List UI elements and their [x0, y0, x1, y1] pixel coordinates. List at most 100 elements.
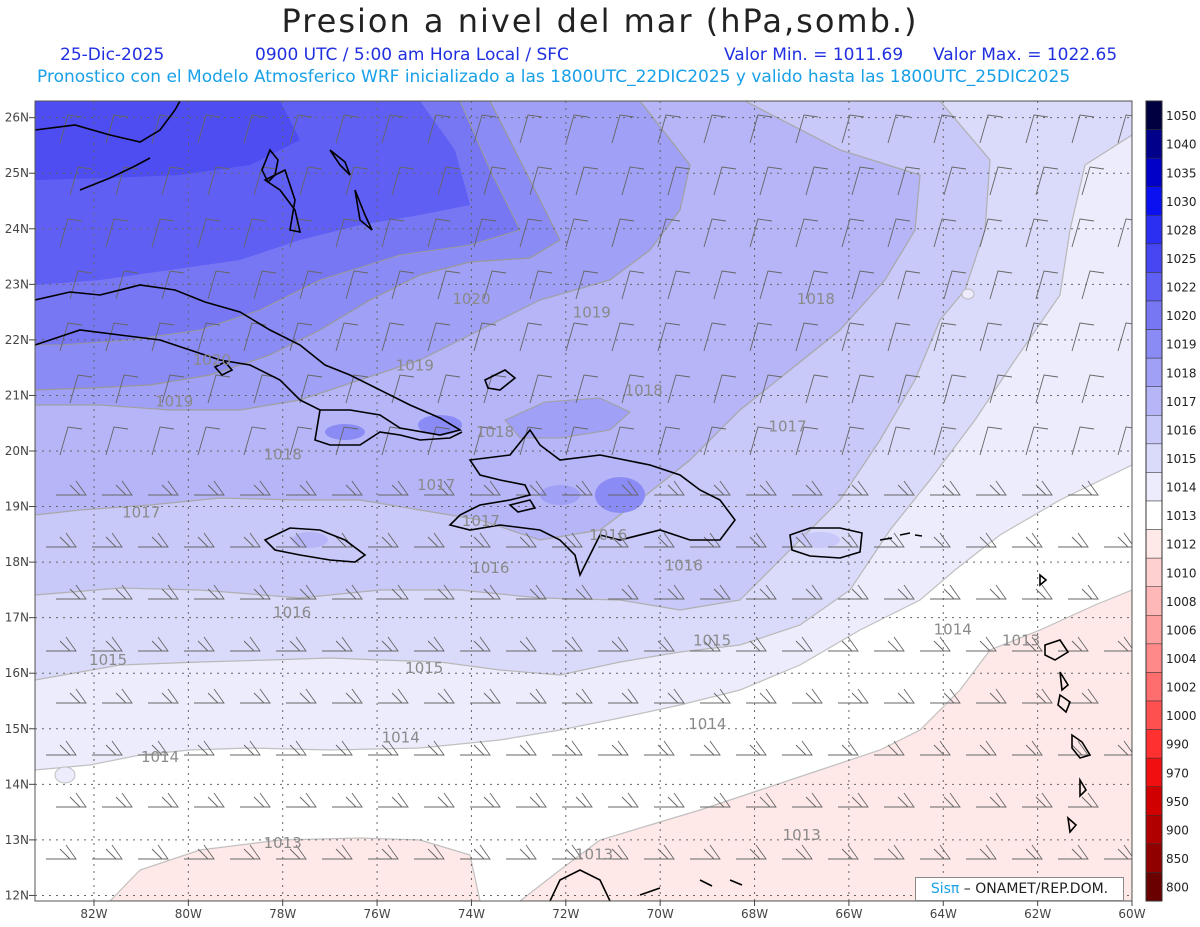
wind-barb — [529, 166, 553, 196]
florida-keys — [79, 157, 151, 191]
wind-barb — [930, 792, 961, 808]
lon-label: 66W — [835, 907, 862, 921]
lat-label: 23N — [5, 277, 29, 291]
lat-label: 22N — [5, 333, 29, 347]
wind-barb — [46, 740, 77, 756]
colorbar-swatch — [1145, 643, 1163, 673]
wind-barb — [240, 584, 271, 600]
wind-barb — [749, 322, 773, 352]
contour-label: 1020 — [193, 351, 231, 369]
martinique — [1057, 693, 1071, 714]
wind-barb — [230, 532, 261, 548]
florida-coast — [35, 101, 181, 143]
wind-barb — [792, 792, 823, 808]
wind-barb — [621, 374, 645, 404]
wind-barb — [115, 374, 139, 404]
colorbar-label: 990 — [1166, 738, 1189, 752]
wind-barb — [933, 218, 957, 248]
wind-barb — [575, 270, 599, 300]
contour-label: 1017 — [122, 504, 160, 522]
colorbar-swatch — [1145, 786, 1163, 816]
wind-barb — [105, 322, 129, 352]
wind-barb — [470, 584, 501, 600]
wind-barb — [332, 584, 363, 600]
forecast-subtitle: Pronostico con el Modelo Atmosferico WRF… — [37, 67, 1071, 87]
wind-barb — [562, 792, 593, 808]
pressure-shading — [35, 101, 1132, 901]
wind-barb — [884, 584, 915, 600]
wind-barb — [795, 114, 819, 144]
colorbar-swatch — [1145, 186, 1163, 216]
wind-barb — [598, 844, 629, 860]
lat-label: 26N — [5, 111, 29, 125]
wind-barb — [703, 322, 727, 352]
colorbar-label: 1040 — [1166, 138, 1197, 152]
gonave — [508, 499, 537, 513]
wind-barb — [976, 792, 1007, 808]
wind-barb — [644, 636, 675, 652]
colorbar-label: 1008 — [1166, 595, 1197, 609]
wind-barb — [105, 426, 129, 456]
wind-barb — [943, 374, 967, 404]
value-min: Valor Min. = 1011.69 — [724, 45, 904, 65]
wind-barb — [1012, 740, 1043, 756]
wind-barb — [335, 114, 359, 144]
wind-barb — [700, 688, 731, 704]
colorbar-label: 1022 — [1166, 281, 1197, 295]
wind-barb — [299, 270, 323, 300]
wind-barb — [460, 636, 491, 652]
wind-barb — [473, 322, 497, 352]
wind-barb — [575, 374, 599, 404]
wind-barb — [1068, 688, 1099, 704]
wind-barb — [1058, 844, 1089, 860]
lat-label: 21N — [5, 388, 29, 402]
wind-barb — [1104, 740, 1132, 756]
wind-barb — [805, 374, 829, 404]
wind-barb — [230, 844, 261, 860]
wind-barb — [424, 688, 455, 704]
credit-brand: Sisπ — [930, 881, 960, 897]
lesser-ant-1 — [1039, 573, 1048, 587]
colorbar-swatch — [1145, 472, 1163, 502]
wind-barb — [690, 636, 721, 652]
wind-barb — [56, 792, 87, 808]
wind-barb — [746, 584, 777, 600]
wind-barb — [230, 636, 261, 652]
cell-hisp-2 — [540, 485, 580, 505]
colorbar-swatch — [1145, 843, 1163, 873]
vi-islands — [879, 532, 923, 541]
lon-label: 70W — [647, 907, 674, 921]
contour-label: 1015 — [405, 659, 443, 677]
wind-barb — [792, 584, 823, 600]
wind-barb — [286, 792, 317, 808]
wind-barb — [102, 584, 133, 600]
wind-barb — [657, 114, 681, 144]
colorbar-swatch — [1145, 700, 1163, 730]
wind-barb — [151, 322, 175, 352]
contour-label: 1014 — [934, 620, 972, 638]
wind-barb — [148, 584, 179, 600]
colorbar-label: 1013 — [1166, 509, 1197, 523]
wind-barb — [322, 532, 353, 548]
wind-barb — [427, 426, 451, 456]
wind-barb — [608, 792, 639, 808]
wind-barb — [332, 688, 363, 704]
wind-barb — [59, 114, 83, 144]
colorbar-label: 1010 — [1166, 566, 1197, 580]
wind-barb — [1117, 114, 1132, 144]
colorbar-swatch — [1145, 129, 1163, 159]
lon-label: 78W — [269, 907, 296, 921]
lat-label: 16N — [5, 666, 29, 680]
wind-barb — [506, 740, 537, 756]
wind-barb — [391, 270, 415, 300]
wind-barb — [427, 322, 451, 352]
st-vincent — [1079, 777, 1088, 798]
contour-label: 1019 — [155, 393, 193, 411]
wind-barb — [841, 218, 865, 248]
wind-barb — [92, 844, 123, 860]
wind-barb — [700, 792, 731, 808]
wind-barb — [161, 374, 185, 404]
wind-barb — [1104, 844, 1132, 860]
wind-barb — [611, 426, 635, 456]
contour-label: 1013 — [1002, 631, 1040, 649]
